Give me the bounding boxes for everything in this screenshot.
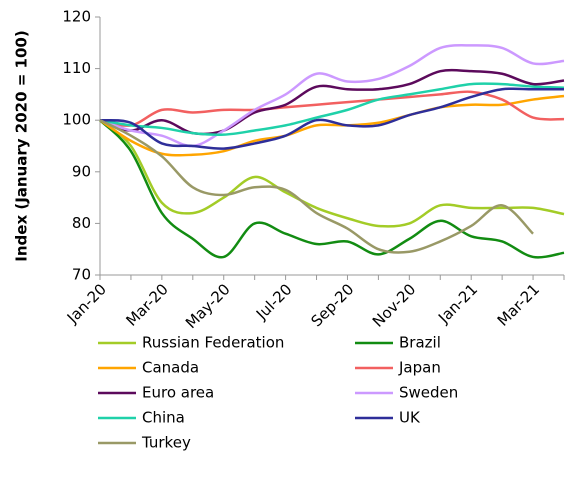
series-line <box>99 82 565 137</box>
series-line <box>99 119 565 228</box>
x-tick-label: Mar-21 <box>494 280 543 329</box>
x-tick-label: Jan-20 <box>63 280 110 327</box>
series-line <box>99 94 565 157</box>
x-tick-label: Jul-20 <box>252 280 296 324</box>
legend-label: Japan <box>398 359 441 377</box>
series-line <box>99 44 565 148</box>
y-axis-label: Index (January 2020 = 100) <box>13 30 31 261</box>
x-tick-label: Mar-20 <box>122 280 171 329</box>
series-line <box>99 87 564 150</box>
legend-label: Russian Federation <box>142 334 284 352</box>
legend-label: Sweden <box>399 384 458 402</box>
legend-label: Turkey <box>141 434 191 452</box>
y-tick-label: 80 <box>72 214 91 232</box>
y-tick-label: 90 <box>72 162 91 180</box>
legend-label: China <box>142 409 185 427</box>
legend-label: Euro area <box>142 384 214 402</box>
series-line <box>99 90 565 127</box>
legend-label: UK <box>399 409 421 427</box>
y-tick-label: 70 <box>72 266 91 284</box>
legend-label: Canada <box>142 359 199 377</box>
x-tick-label: Nov-20 <box>369 280 419 330</box>
series-line <box>99 119 565 259</box>
series-line <box>99 119 534 254</box>
y-tick-label: 110 <box>62 59 91 77</box>
x-tick-label: May-20 <box>182 280 234 332</box>
x-tick-label: Jan-21 <box>434 280 481 327</box>
y-tick-label: 100 <box>62 111 91 129</box>
legend-label: Brazil <box>399 334 441 352</box>
x-tick-label: Sep-20 <box>307 280 357 330</box>
series-line <box>99 68 565 136</box>
y-tick-label: 120 <box>62 8 91 26</box>
